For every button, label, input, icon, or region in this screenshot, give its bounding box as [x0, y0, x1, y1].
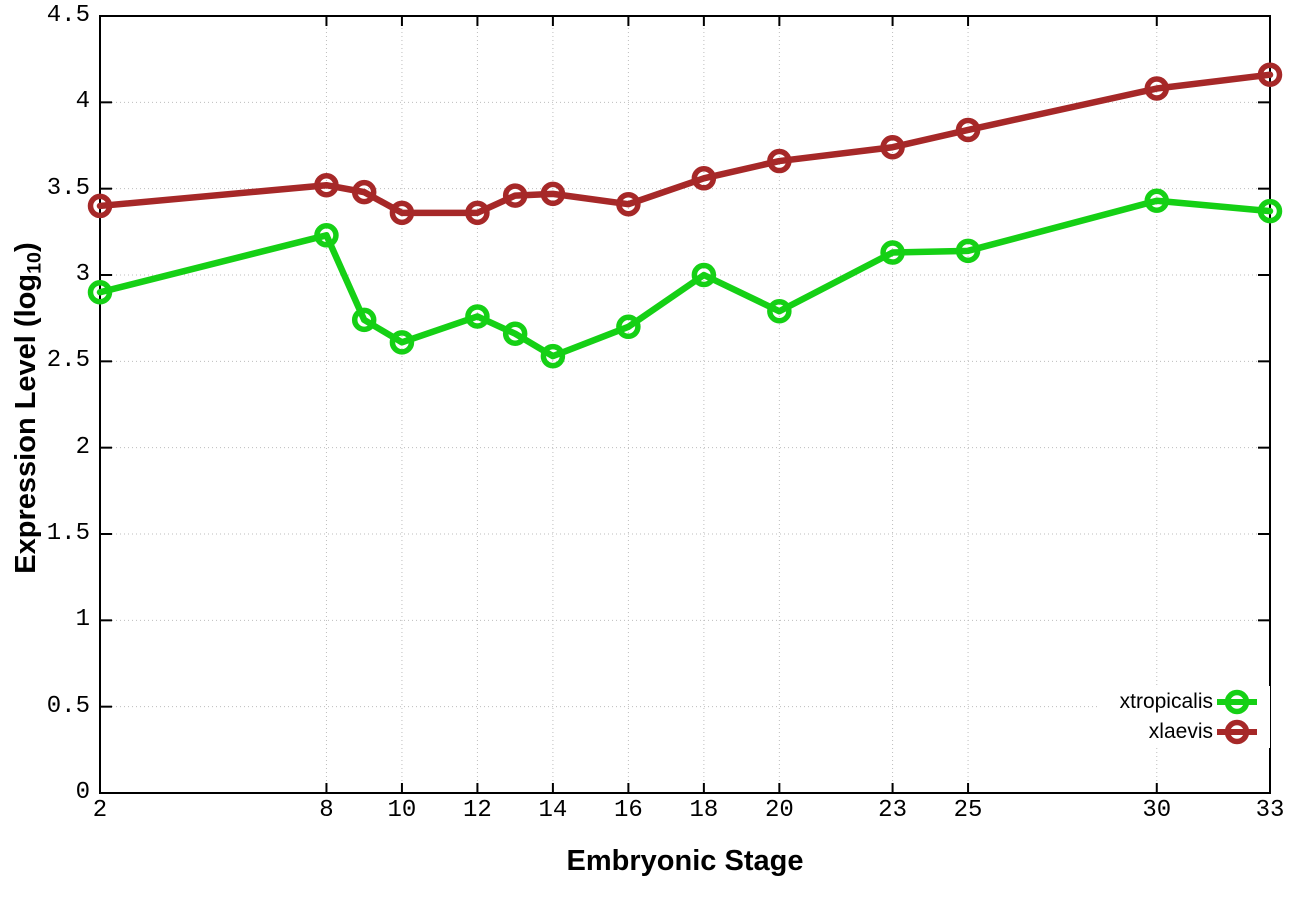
- data-point-xlaevis: [616, 191, 641, 217]
- y-tick-label-4.5: 4.5: [46, 2, 90, 29]
- y-tick-label-1: 1: [75, 606, 90, 634]
- x-tick-label-10: 10: [387, 797, 417, 824]
- x-tick-label-18: 18: [689, 797, 719, 824]
- y-tick-label-1.5: 1.5: [46, 520, 90, 547]
- y-axis-title-subscript: 10: [23, 252, 46, 274]
- x-tick-label-25: 25: [953, 797, 983, 824]
- y-axis-title-close: ): [10, 242, 42, 252]
- y-tick-label-4: 4: [75, 88, 90, 116]
- data-point-xlaevis: [540, 181, 566, 207]
- x-tick-label-20: 20: [764, 797, 794, 824]
- data-point-xtropicalis: [351, 307, 377, 333]
- y-tick-label-3: 3: [75, 261, 90, 288]
- data-point-xtropicalis: [691, 262, 717, 288]
- data-point-xtropicalis: [389, 330, 415, 355]
- data-point-xtropicalis: [767, 299, 792, 324]
- y-axis-title-main: Expression Level (log: [10, 273, 42, 574]
- data-point-xlaevis: [389, 200, 415, 226]
- data-point-xlaevis: [691, 166, 717, 191]
- data-point-xlaevis: [880, 134, 905, 160]
- y-tick-label-0.5: 0.5: [46, 692, 90, 720]
- x-tick-label-8: 8: [319, 797, 334, 824]
- data-point-xlaevis: [314, 172, 339, 198]
- data-point-xlaevis: [502, 183, 528, 208]
- data-point-xtropicalis: [465, 304, 490, 329]
- series-line-xtropicalis: [96, 197, 1274, 360]
- x-tick-label-33: 33: [1255, 797, 1285, 824]
- y-tick-label-0: 0: [75, 779, 90, 806]
- data-point-xtropicalis: [616, 314, 641, 340]
- legend-label-xtropicalis: xtropicalis: [1119, 690, 1213, 713]
- x-axis-title: Embryonic Stage: [566, 845, 804, 877]
- data-point-xtropicalis: [540, 343, 566, 369]
- data-point-xtropicalis: [1144, 188, 1170, 214]
- y-tick-label-3.5: 3.5: [46, 174, 90, 202]
- data-point-xlaevis: [1257, 62, 1283, 87]
- y-axis-title: Expression Level (log10): [9, 193, 46, 623]
- data-point-xtropicalis: [314, 223, 339, 248]
- plot-border: [99, 15, 1271, 794]
- legend-label-xlaevis: xlaevis: [1148, 720, 1213, 743]
- data-point-xlaevis: [955, 117, 981, 143]
- data-point-xlaevis: [87, 193, 113, 219]
- x-tick-label-16: 16: [613, 797, 643, 824]
- data-point-xtropicalis: [955, 238, 981, 264]
- data-point-xlaevis: [1144, 76, 1170, 101]
- data-point-xlaevis: [351, 179, 377, 205]
- x-tick-label-30: 30: [1142, 797, 1172, 824]
- x-tick-label-2: 2: [92, 797, 108, 824]
- x-tick-label-12: 12: [463, 797, 492, 824]
- data-point-xlaevis: [465, 200, 490, 226]
- x-tick-label-14: 14: [538, 797, 568, 824]
- series-line-xlaevis: [96, 71, 1274, 217]
- data-point-xtropicalis: [1257, 198, 1283, 224]
- data-point-xtropicalis: [502, 321, 528, 346]
- y-tick-label-2.5: 2.5: [46, 347, 90, 375]
- y-tick-label-2: 2: [75, 433, 90, 461]
- data-point-xtropicalis: [87, 280, 113, 305]
- data-point-xlaevis: [767, 148, 792, 174]
- data-point-xtropicalis: [880, 240, 905, 265]
- legend-marker-xtropicalis: [1224, 689, 1250, 715]
- legend-marker-xlaevis: [1224, 719, 1250, 745]
- x-tick-label-23: 23: [878, 797, 907, 824]
